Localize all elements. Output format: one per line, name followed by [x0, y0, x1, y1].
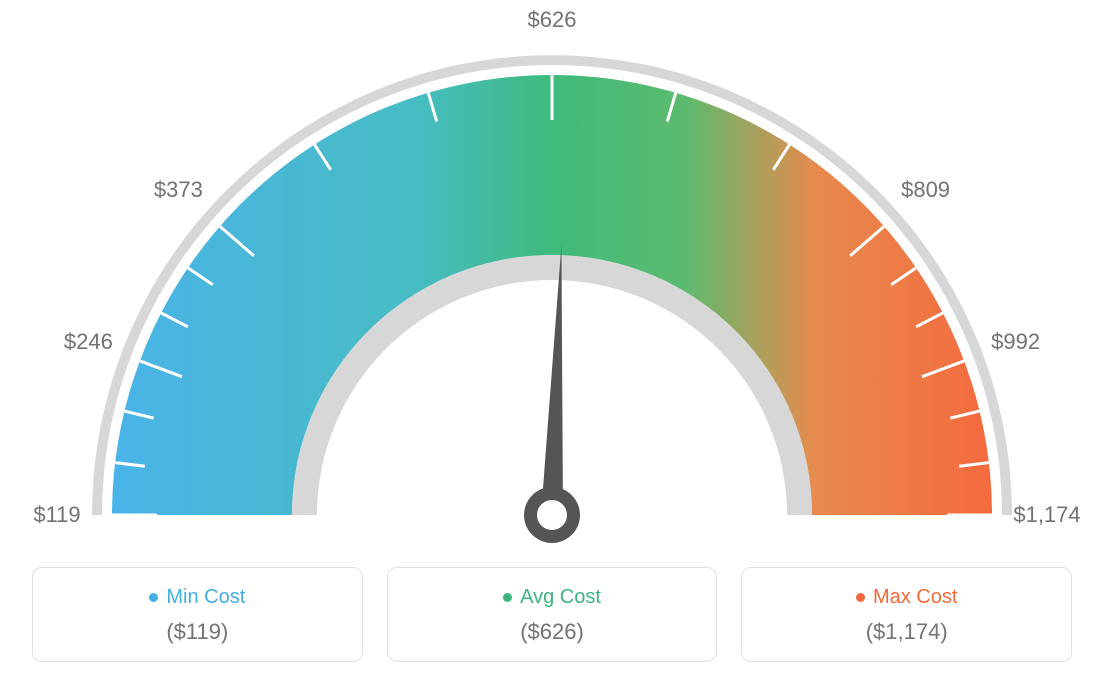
gauge-scale-label: $626 — [528, 7, 577, 33]
avg-cost-value: ($626) — [388, 619, 717, 645]
avg-cost-card: Avg Cost ($626) — [387, 567, 718, 662]
max-cost-card: Max Cost ($1,174) — [741, 567, 1072, 662]
gauge-scale-label: $246 — [64, 329, 113, 355]
gauge-svg — [0, 0, 1104, 560]
summary-cards: Min Cost ($119) Avg Cost ($626) Max Cost… — [32, 567, 1072, 662]
gauge-scale-label: $119 — [33, 502, 80, 528]
gauge-scale-label: $373 — [154, 177, 203, 203]
gauge-scale-label: $809 — [901, 177, 950, 203]
gauge-scale-label: $1,174 — [1013, 502, 1080, 528]
cost-gauge: $119 $246 $373 $626 $809 $992 $1,174 — [0, 0, 1104, 560]
min-cost-value: ($119) — [33, 619, 362, 645]
max-cost-value: ($1,174) — [742, 619, 1071, 645]
max-cost-label: Max Cost — [856, 586, 957, 609]
min-cost-label: Min Cost — [149, 586, 245, 609]
gauge-scale-label: $992 — [991, 329, 1040, 355]
min-cost-card: Min Cost ($119) — [32, 567, 363, 662]
avg-cost-label: Avg Cost — [503, 586, 601, 609]
